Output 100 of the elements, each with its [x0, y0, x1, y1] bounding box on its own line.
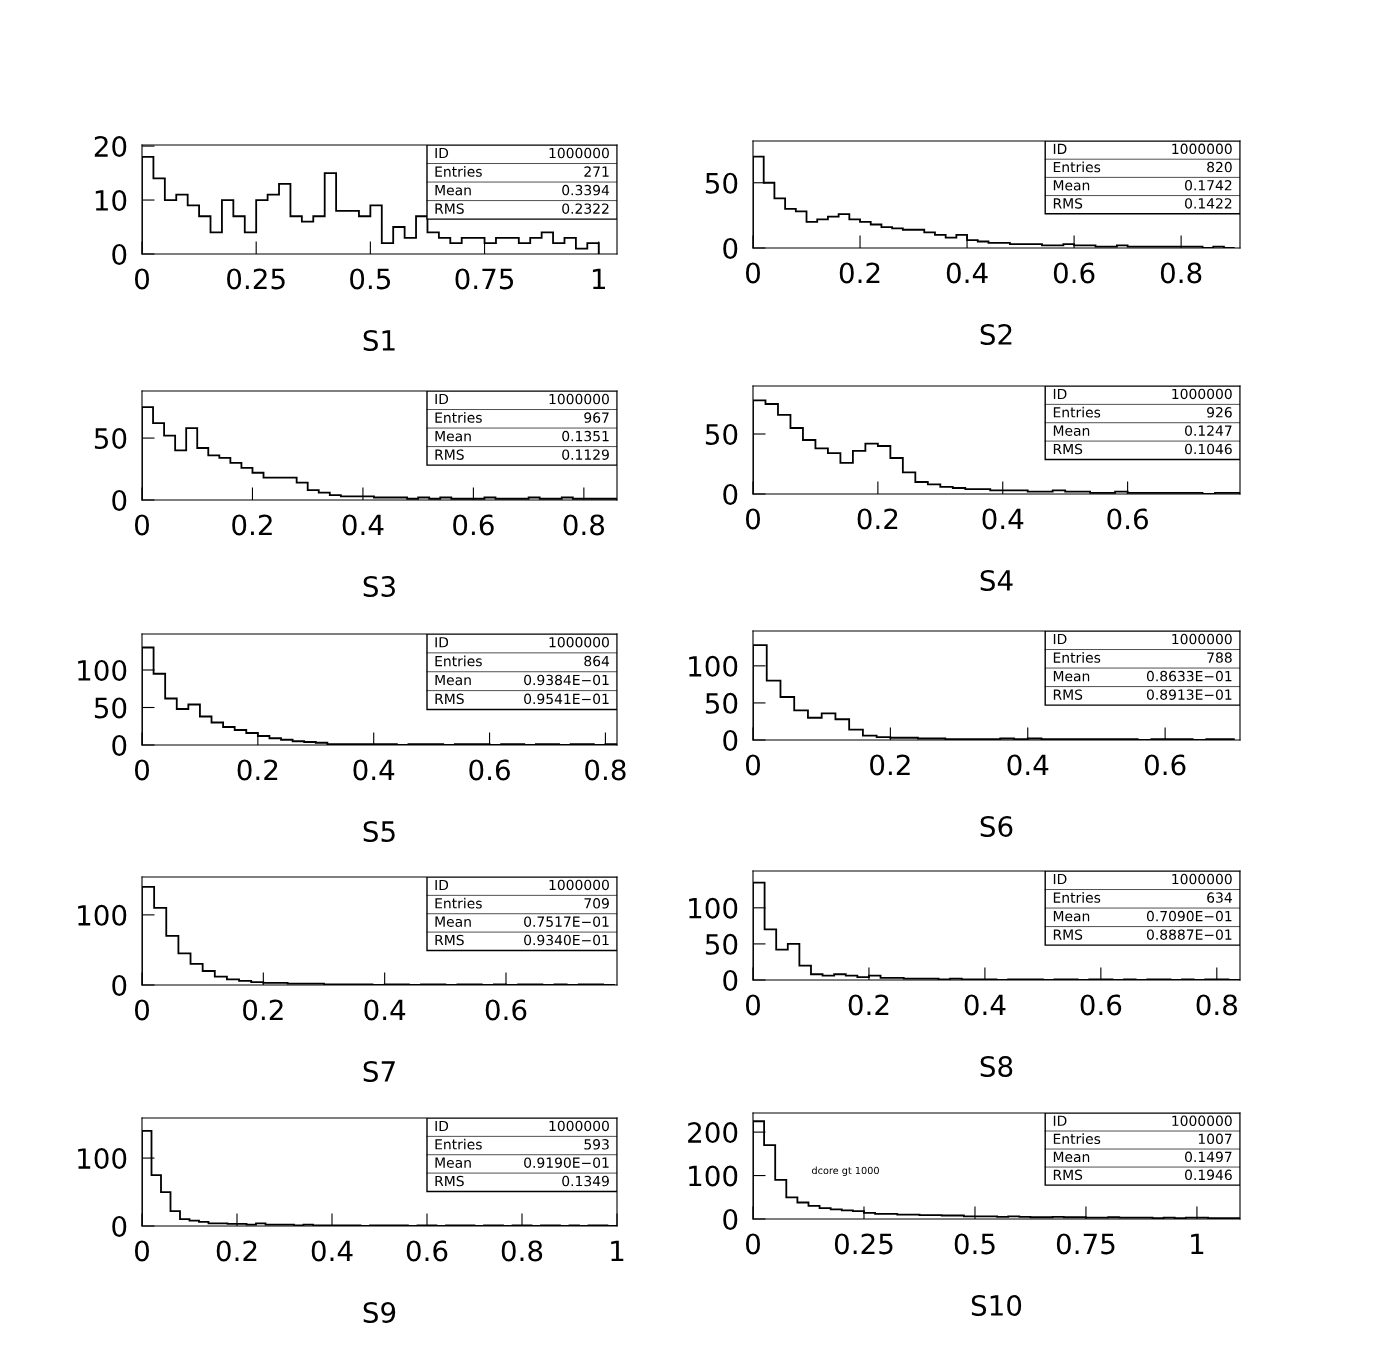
annotation: 0.9340E−01 [524, 934, 609, 946]
x-tick-label: 0.25 [834, 1233, 893, 1255]
x-tick-label: 0.6 [406, 1240, 448, 1262]
annotation: 0.7517E−01 [524, 916, 609, 927]
annotation: ID [435, 393, 449, 405]
x-tick-label: 0.6 [485, 999, 527, 1021]
annotation: ID [1053, 143, 1067, 154]
y-tick-label: 100 [78, 904, 127, 926]
x-tick-label: 0.6 [453, 514, 494, 536]
annotation: 0.1247 [1185, 425, 1232, 436]
annotation: Entries [435, 412, 482, 423]
annotation: Entries [1053, 406, 1101, 418]
x-tick-label: 0.5 [350, 268, 391, 290]
x-tick-label: 0.2 [216, 1240, 257, 1262]
x-tick-label: 0.75 [455, 268, 514, 290]
annotation: Mean [1053, 671, 1090, 682]
x-tick-label: 0 [134, 999, 149, 1021]
annotation: Entries [1053, 161, 1101, 173]
x-axis-title: S8 [980, 1055, 1013, 1077]
y-tick-label: 0 [112, 489, 127, 511]
x-tick-label: 0.2 [848, 994, 889, 1016]
annotation: 1000000 [1172, 633, 1232, 645]
y-tick-label: 50 [705, 692, 738, 714]
y-tick-label: 0 [112, 243, 127, 265]
annotation: 0.3394 [562, 184, 610, 196]
annotation: 0.8633E−01 [1146, 670, 1232, 682]
annotation: 1000000 [549, 1120, 609, 1132]
y-tick-label: 100 [689, 655, 738, 677]
annotation: Mean [1053, 911, 1090, 922]
x-tick-label: 0 [745, 1233, 760, 1255]
x-axis-title: S5 [363, 820, 395, 842]
annotation: Mean [435, 1157, 471, 1168]
x-tick-label: 0.4 [311, 1240, 353, 1262]
annotation: Entries [435, 1138, 482, 1150]
annotation: 1000000 [1172, 1115, 1232, 1127]
x-tick-label: 0.8 [1160, 262, 1202, 284]
y-tick-label: 20 [94, 136, 127, 158]
x-axis-title: S3 [363, 575, 395, 597]
annotation: ID [1053, 633, 1067, 645]
y-tick-label: 50 [705, 172, 738, 194]
annotation: ID [1053, 388, 1067, 400]
annotation: RMS [1053, 1169, 1083, 1181]
annotation: 864 [584, 655, 610, 667]
annotation: 0.8887E−01 [1146, 929, 1232, 940]
annotation: 1000000 [549, 636, 609, 648]
x-tick-label: 0.4 [353, 759, 395, 781]
y-tick-label: 50 [94, 697, 127, 719]
annotation: 0.1046 [1185, 443, 1232, 455]
x-axis-title: S2 [980, 323, 1012, 345]
annotation: 967 [584, 412, 609, 423]
y-tick-label: 50 [94, 428, 127, 450]
annotation: 709 [584, 898, 609, 909]
x-tick-label: 0 [134, 759, 149, 781]
annotation: 0.1742 [1185, 180, 1232, 191]
annotation: 1000000 [1172, 143, 1232, 155]
annotation: RMS [435, 693, 464, 705]
y-tick-label: 0 [723, 729, 738, 751]
x-tick-label: 0.4 [364, 999, 406, 1021]
annotation: Mean [1053, 1151, 1090, 1163]
x-tick-label: 0.5 [954, 1233, 995, 1255]
annotation: Mean [435, 185, 471, 196]
annotation: ID [435, 637, 449, 648]
y-tick-label: 100 [78, 659, 127, 681]
x-axis-title: S7 [363, 1060, 395, 1082]
x-tick-label: 0.2 [243, 999, 283, 1021]
annotation: 0.2322 [562, 203, 609, 214]
annotation: Entries [1053, 892, 1101, 903]
y-tick-label: 100 [689, 1165, 738, 1187]
y-tick-label: 0 [112, 974, 127, 996]
x-tick-label: 0.6 [1053, 262, 1095, 284]
annotation: Entries [435, 897, 482, 909]
x-tick-label: 0.2 [857, 508, 898, 530]
annotation: Mean [435, 674, 471, 686]
x-tick-label: 0 [134, 268, 149, 290]
annotation: 820 [1207, 161, 1232, 173]
annotation: 788 [1207, 652, 1232, 663]
annotation: ID [1053, 1115, 1067, 1126]
annotation: Mean [435, 431, 471, 442]
annotation: 1000000 [549, 393, 609, 405]
y-tick-label: 0 [723, 237, 738, 259]
x-tick-label: 0.2 [237, 759, 278, 781]
annotation: 0.1129 [562, 449, 609, 460]
x-axis-title: S6 [980, 815, 1013, 837]
annotation: 1007 [1198, 1133, 1232, 1145]
annotation: 0.1946 [1185, 1169, 1232, 1181]
x-tick-label: 0.8 [585, 759, 626, 781]
y-tick-label: 0 [723, 969, 738, 991]
annotation: ID [435, 147, 449, 159]
y-tick-label: 50 [705, 933, 738, 955]
x-tick-label: 0.8 [563, 514, 605, 536]
annotation: 634 [1207, 892, 1232, 903]
annotation: 593 [584, 1139, 609, 1150]
y-tick-label: 50 [705, 423, 738, 445]
annotation: RMS [1053, 443, 1083, 455]
annotation: dcore gt 1000 [811, 1166, 879, 1176]
y-tick-label: 200 [688, 1122, 738, 1144]
annotation: 1000000 [549, 879, 609, 891]
annotation: 0.1349 [562, 1175, 609, 1187]
x-tick-label: 0 [134, 1240, 149, 1262]
x-tick-label: 0 [745, 508, 760, 530]
